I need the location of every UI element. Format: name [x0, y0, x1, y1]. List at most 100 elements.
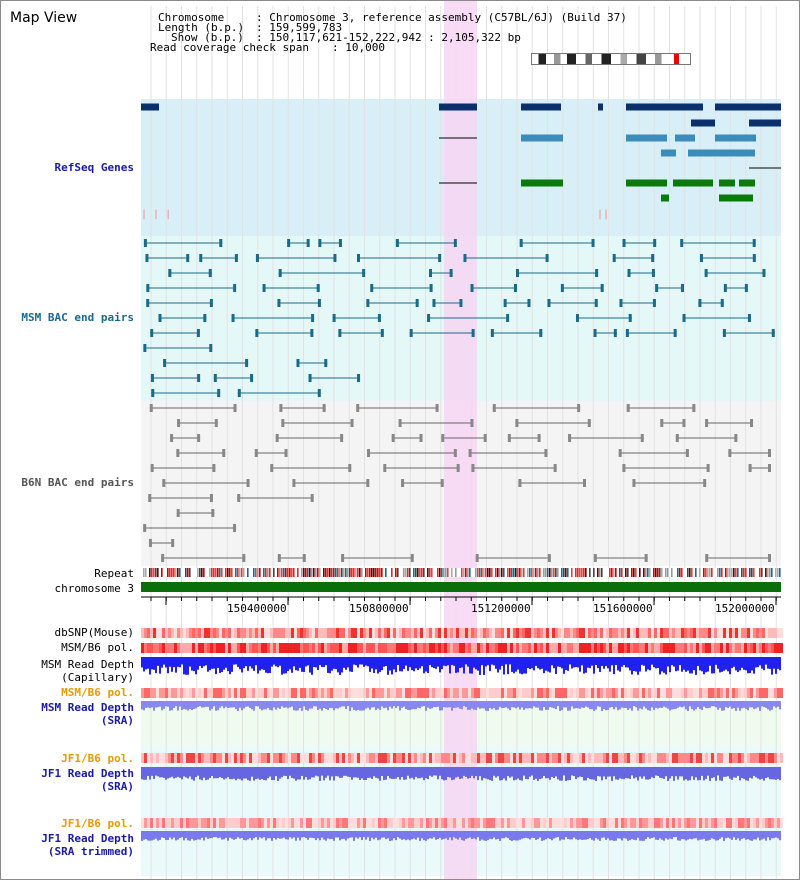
heat-cell [156, 753, 159, 763]
depth-bar [601, 657, 603, 666]
depth-bar [759, 701, 761, 711]
bac-end [468, 449, 472, 457]
heat-cell [384, 628, 387, 638]
track-label-jf1-b6-pol-1[interactable]: JF1/B6 pol. [61, 752, 134, 765]
depth-bar [361, 767, 363, 779]
bac-end [515, 419, 519, 427]
bac-end [698, 299, 702, 307]
track-label-dbsnp[interactable]: dbSNP(Mouse) [54, 626, 134, 639]
depth-bar [423, 767, 425, 781]
heat-cell [768, 753, 771, 763]
bac-end [146, 299, 150, 307]
heat-cell [309, 753, 312, 763]
track-label-msm-depth-cap[interactable]: MSM Read Depth [41, 658, 134, 671]
heat-cell [216, 643, 219, 653]
depth-bar [715, 831, 717, 841]
depth-bar [453, 701, 455, 708]
heat-cell [375, 643, 378, 653]
heat-cell [222, 753, 225, 763]
heat-cell [741, 643, 744, 653]
bac-end [682, 314, 686, 322]
depth-bar [315, 767, 317, 776]
repeat-mark [613, 568, 615, 577]
depth-bar [511, 701, 513, 708]
depth-bar [215, 767, 217, 779]
depth-bar [687, 701, 689, 711]
heat-cell [474, 628, 477, 638]
track-label-msm-b6-pol-1[interactable]: MSM/B6 pol. [61, 641, 134, 654]
depth-bar [573, 767, 575, 777]
depth-bar [343, 767, 345, 776]
depth-bar [185, 701, 187, 710]
depth-bar [325, 767, 327, 778]
depth-bar [503, 701, 505, 708]
depth-bar [319, 657, 321, 666]
depth-bar [153, 767, 155, 779]
depth-bar [403, 767, 405, 780]
depth-bar [533, 767, 535, 780]
heat-cell [669, 818, 672, 828]
heat-cell [339, 818, 342, 828]
depth-bar [211, 767, 213, 776]
track-label-refseq[interactable]: RefSeq Genes [54, 161, 134, 174]
track-label-jf1-depth-trim[interactable]: JF1 Read Depth [41, 832, 134, 845]
heat-cell [669, 628, 672, 638]
track-label-b6n-bac[interactable]: B6N BAC end pairs [21, 476, 134, 489]
repeat-mark [657, 568, 659, 577]
track-label-msm-bac[interactable]: MSM BAC end pairs [21, 311, 134, 324]
depth-bar [653, 831, 655, 838]
track-label-msm-depth-sra[interactable]: MSM Read Depth [41, 701, 134, 714]
heat-cell [375, 688, 378, 698]
depth-bar [745, 767, 747, 781]
heat-cell [447, 628, 450, 638]
depth-bar [695, 657, 697, 675]
depth-bar [621, 701, 623, 708]
heat-cell [723, 688, 726, 698]
depth-bar [303, 831, 305, 838]
depth-bar [217, 831, 219, 839]
repeat-mark [775, 568, 777, 577]
heat-cell [471, 818, 474, 828]
heat-cell [339, 643, 342, 653]
heat-cell [414, 818, 417, 828]
heat-cell [534, 643, 537, 653]
depth-bar [729, 657, 731, 675]
track-label-repeat[interactable]: Repeat [94, 567, 134, 580]
heat-cell [708, 628, 711, 638]
depth-bar [351, 831, 353, 838]
depth-bar [569, 657, 571, 665]
depth-bar [267, 657, 269, 674]
repeat-mark [443, 568, 445, 577]
depth-bar [247, 767, 249, 781]
repeat-mark [169, 568, 171, 577]
heat-cell [510, 753, 513, 763]
depth-bar [367, 701, 369, 708]
heat-cell [171, 688, 174, 698]
heat-cell [576, 688, 579, 698]
depth-bar [473, 701, 475, 710]
track-label-msm-b6-pol-2[interactable]: MSM/B6 pol. [61, 686, 134, 699]
depth-bar [473, 767, 475, 779]
depth-bar [491, 657, 493, 665]
chromosome-ideogram[interactable] [531, 53, 691, 65]
depth-bar [561, 701, 563, 711]
depth-bar [339, 831, 341, 841]
depth-bar [405, 767, 407, 780]
depth-bar [443, 767, 445, 781]
heat-cell [468, 688, 471, 698]
track-label-jf1-depth[interactable]: JF1 Read Depth [41, 767, 134, 780]
depth-bar [421, 767, 423, 778]
heat-cell [645, 818, 648, 828]
depth-bar [645, 767, 647, 780]
repeat-mark [589, 568, 591, 577]
depth-bar [477, 767, 479, 781]
bac-end [612, 254, 616, 262]
repeat-mark [621, 568, 623, 577]
track-label-jf1-b6-pol-2[interactable]: JF1/B6 pol. [61, 817, 134, 830]
depth-bar [643, 831, 645, 841]
depth-bar [615, 657, 617, 666]
depth-bar [461, 831, 463, 841]
repeat-mark [173, 568, 175, 577]
heat-cell [195, 753, 198, 763]
heat-cell [729, 818, 732, 828]
